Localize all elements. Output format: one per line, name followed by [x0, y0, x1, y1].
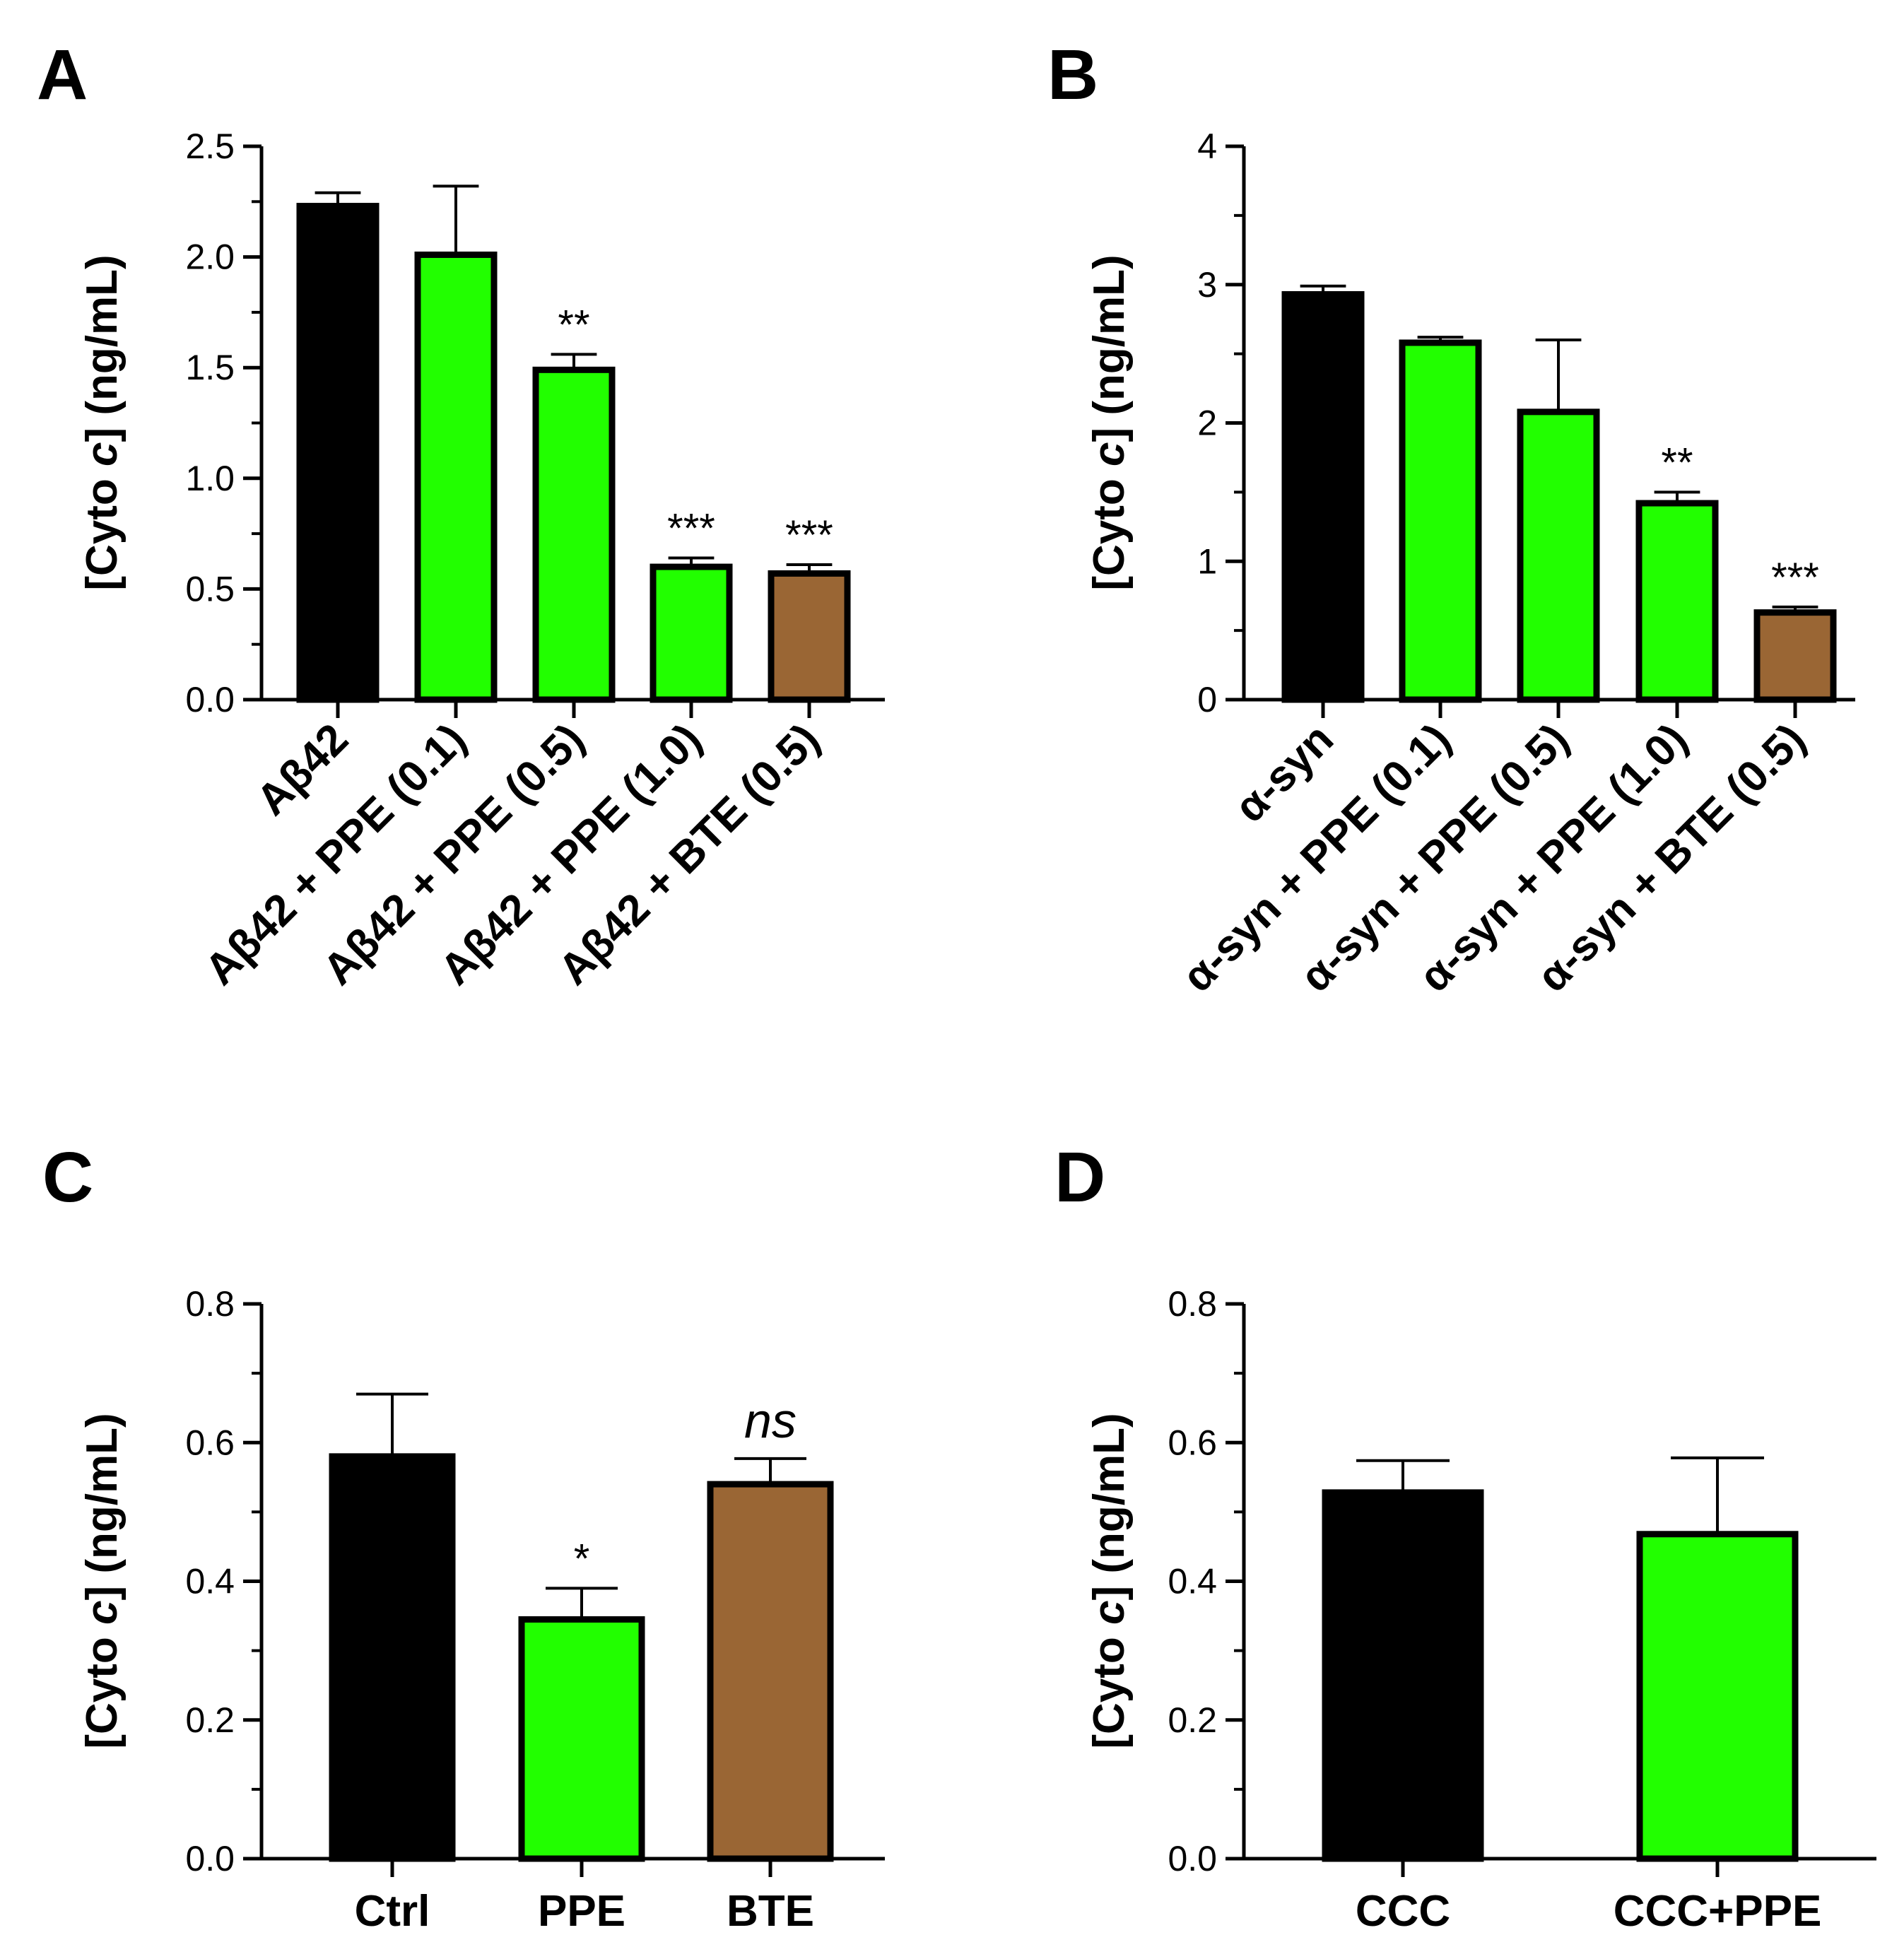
- y-tick-label: 1.0: [185, 459, 235, 498]
- y-axis-label: [Cyto c] (ng/mL): [78, 1413, 127, 1748]
- bar-2: [1399, 339, 1482, 703]
- x-category-label: CCC: [1356, 1887, 1450, 1936]
- y-tick-label: 3: [1197, 265, 1217, 305]
- bar-2: [414, 251, 498, 703]
- x-category-label: Ctrl: [355, 1887, 430, 1936]
- y-tick-label: 0.5: [185, 569, 235, 608]
- significance-label: **: [1661, 440, 1693, 486]
- y-tick-label: 0.6: [185, 1423, 235, 1462]
- y-tick-label: 0.4: [1168, 1562, 1217, 1601]
- panel-letter: D: [1054, 1138, 1105, 1217]
- x-category-label: PPE: [538, 1887, 625, 1936]
- panel-c: C [Cyto c] (ng/mL) 0.0 0.2 0.4 0.6 0.8 Ctrl * PPE…: [42, 1138, 885, 1936]
- y-tick-label: 2: [1197, 404, 1217, 443]
- y-tick-label: 0.2: [1168, 1700, 1217, 1740]
- y-tick-label: 0.0: [185, 1839, 235, 1878]
- bar-1: [296, 203, 380, 703]
- y-axis-label: [Cyto c] (ng/mL): [78, 254, 127, 590]
- significance-label: **: [558, 302, 589, 348]
- bar-1: [1322, 1489, 1484, 1862]
- x-category-label: Aβ42: [247, 714, 358, 825]
- bar-3: [1517, 408, 1600, 703]
- y-axis-label: [Cyto c] (ng/mL): [1085, 254, 1134, 590]
- panel-a: A[Cyto c] (ng/mL)0.00.51.01.52.02.5Aβ42A…: [37, 35, 885, 994]
- bar-2: [518, 1616, 645, 1862]
- bar-2: [1636, 1531, 1799, 1862]
- significance-label: *: [574, 1536, 590, 1582]
- y-tick-label: 0.4: [185, 1562, 235, 1601]
- y-tick-label: 0.0: [1168, 1839, 1217, 1878]
- bar-5: [1753, 609, 1837, 703]
- panel-letter: B: [1047, 35, 1098, 114]
- significance-label: ***: [785, 512, 833, 558]
- significance-label: ns: [744, 1393, 797, 1448]
- y-tick-label: 0: [1197, 680, 1217, 719]
- y-tick-label: 0.8: [1168, 1284, 1217, 1324]
- y-tick-label: 2.0: [185, 237, 235, 277]
- bar-5: [768, 570, 851, 703]
- y-tick-label: 0.0: [185, 680, 235, 719]
- panel-letter: A: [37, 35, 88, 114]
- y-tick-label: 0.6: [1168, 1423, 1217, 1462]
- bar-1: [1281, 290, 1365, 703]
- y-tick-label: 2.5: [185, 127, 235, 166]
- x-category-label: CCC+PPE: [1614, 1887, 1822, 1936]
- y-tick-label: 1.5: [185, 348, 235, 387]
- y-tick-label: 0.2: [185, 1700, 235, 1740]
- bar-4: [650, 563, 733, 703]
- panel-letter: C: [42, 1138, 93, 1217]
- significance-label: ***: [1771, 555, 1819, 601]
- y-tick-label: 0.8: [185, 1284, 235, 1324]
- panel-d: D [Cyto c] (ng/mL) 0.0 0.2 0.4 0.6 0.8 CCC CCC+P…: [1054, 1138, 1876, 1936]
- y-axis-label: [Cyto c] (ng/mL): [1085, 1413, 1134, 1748]
- bar-4: [1635, 500, 1719, 703]
- significance-label: ***: [667, 506, 715, 552]
- y-tick-label: 1: [1197, 541, 1217, 581]
- x-category-label: BTE: [727, 1887, 814, 1936]
- bar-1: [329, 1453, 456, 1862]
- y-tick-label: 4: [1197, 127, 1217, 166]
- bar-3: [707, 1481, 834, 1862]
- bar-3: [532, 366, 616, 703]
